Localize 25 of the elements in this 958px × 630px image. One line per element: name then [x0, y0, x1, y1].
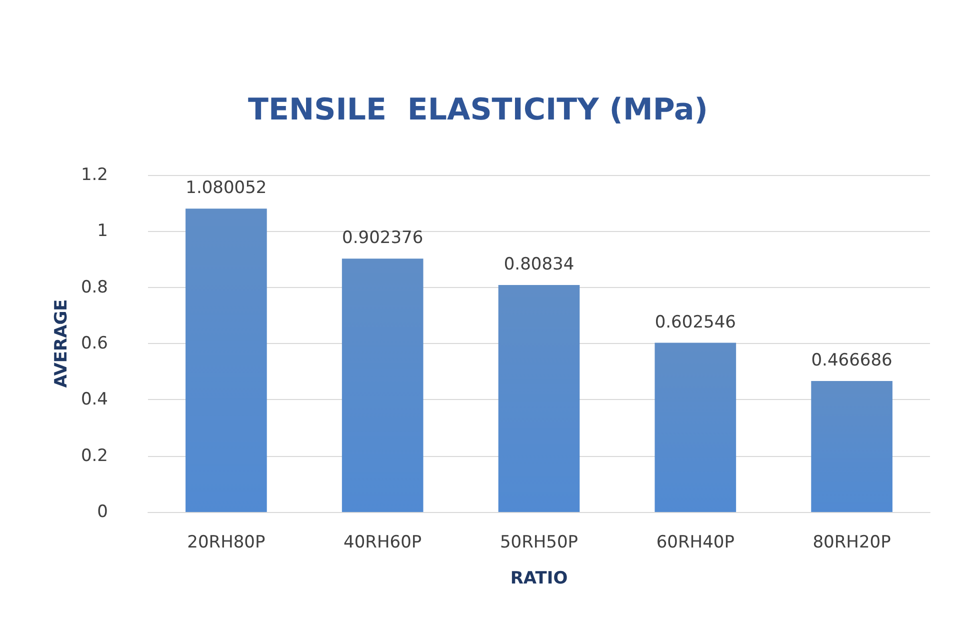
data-label: 1.080052: [186, 178, 267, 198]
x-tick-label: 50RH50P: [500, 532, 578, 552]
x-tick-label: 60RH40P: [656, 532, 734, 552]
y-tick-label: 0.4: [80, 390, 108, 410]
data-label: 0.602546: [654, 312, 736, 332]
x-tick-label: 40RH60P: [344, 532, 422, 552]
y-axis-title: AVERAGE: [52, 299, 72, 388]
bar: [186, 208, 267, 512]
data-label: 0.466686: [811, 350, 892, 370]
data-label: 0.902376: [342, 228, 424, 248]
chart-title: TENSILE ELASTICITY (MPa): [248, 92, 708, 128]
x-tick-label: 80RH20P: [812, 532, 891, 552]
y-tick-label: 1: [97, 221, 108, 242]
y-tick-label: 0.8: [80, 277, 108, 298]
x-tick-label: 20RH80P: [187, 532, 266, 552]
y-tick-label: 0: [97, 502, 108, 522]
bar: [654, 342, 736, 512]
x-axis-title: RATIO: [510, 568, 568, 588]
bar: [342, 258, 424, 512]
y-tick-label: 0.2: [80, 446, 108, 466]
data-label: 0.80834: [504, 254, 574, 274]
y-tick-label: 1.2: [80, 165, 108, 185]
bar: [498, 284, 580, 512]
bar: [811, 380, 892, 512]
y-tick-label: 0.6: [80, 334, 108, 354]
